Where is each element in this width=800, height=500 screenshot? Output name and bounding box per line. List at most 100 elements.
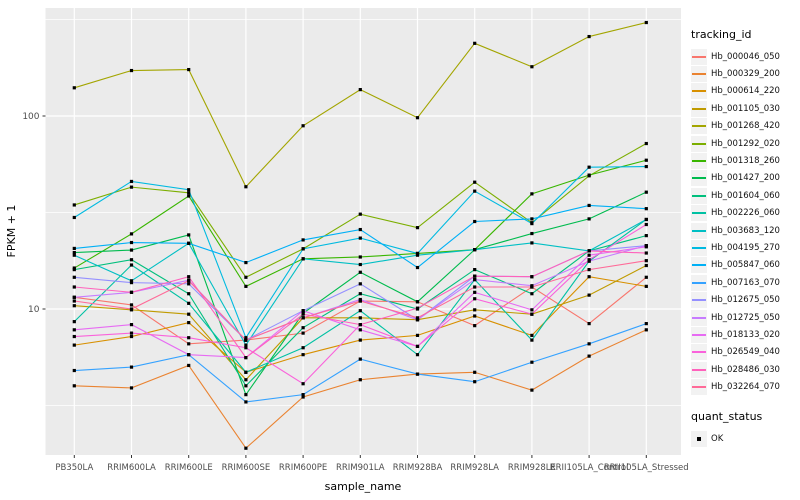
data-point: [644, 207, 648, 211]
data-point: [644, 259, 648, 263]
data-point: [473, 278, 477, 282]
legend-item: Hb_000614_220: [691, 83, 799, 100]
data-point: [187, 292, 191, 296]
y-axis-title: FPKM + 1: [5, 205, 18, 258]
legend-item: Hb_002226_060: [691, 205, 799, 222]
data-point: [587, 342, 591, 346]
data-point: [129, 68, 134, 73]
data-point: [587, 322, 591, 326]
legend-item-label: Hb_001427_200: [711, 173, 780, 184]
data-point: [358, 255, 362, 259]
data-point: [473, 180, 477, 184]
data-point: [530, 292, 534, 296]
data-point: [473, 308, 477, 312]
x-tick-label: RRIM928LE: [508, 463, 556, 473]
legend-key-swatch: [691, 100, 707, 117]
legend-items: Hb_000046_050 Hb_000329_200 Hb_000614_220 H…: [691, 48, 799, 396]
legend-key-swatch: [691, 222, 707, 239]
legend-item: Hb_007163_070: [691, 274, 799, 291]
data-point: [244, 370, 248, 374]
data-point: [187, 321, 191, 325]
data-point: [415, 300, 420, 304]
data-point: [129, 365, 134, 369]
x-tick-label: RRIM600PE: [279, 463, 327, 473]
legend-key-swatch: [691, 135, 707, 152]
data-point: [415, 353, 420, 357]
data-point: [72, 384, 76, 388]
y-tick-label: 100: [22, 112, 39, 122]
data-point: [129, 331, 134, 335]
data-point: [473, 297, 477, 301]
data-point: [129, 386, 134, 390]
legend-item: Hb_001427_200: [691, 170, 799, 187]
legend-item: Hb_004195_270: [691, 239, 799, 256]
status-legend-item: OK: [691, 430, 799, 447]
legend-line-icon: [692, 142, 706, 145]
legend-key-swatch: [691, 239, 707, 256]
legend-key-swatch: [691, 344, 707, 361]
data-point: [473, 274, 477, 278]
legend-key-swatch: [691, 118, 707, 135]
data-point: [244, 343, 248, 347]
data-point: [530, 192, 534, 196]
legend-item: Hb_012675_050: [691, 291, 799, 309]
legend-item: Hb_012725_050: [691, 309, 799, 326]
data-point: [530, 360, 534, 364]
data-point: [530, 388, 534, 392]
data-point: [644, 222, 648, 227]
data-point: [72, 285, 76, 289]
legend-item-label: Hb_000046_050: [711, 51, 780, 62]
legend-item-label: Hb_001268_420: [711, 121, 780, 132]
legend-item: Hb_000046_050: [691, 48, 799, 65]
data-point: [587, 268, 591, 272]
legend-line-icon: [692, 73, 706, 76]
legend-key-swatch: [691, 292, 707, 309]
data-point: [644, 164, 648, 169]
legend-title-quant-status: quant_status: [691, 409, 763, 423]
legend-item-label: Hb_001604_060: [711, 190, 780, 201]
data-point: [587, 217, 591, 221]
square-point-icon: [697, 436, 701, 441]
legend-item-label: Hb_002226_060: [711, 208, 780, 219]
data-point: [415, 253, 420, 257]
data-point: [644, 328, 648, 332]
legend-item: Hb_001318_260: [691, 152, 799, 170]
data-point: [72, 275, 76, 279]
data-point: [129, 303, 134, 307]
status-item-label: OK: [711, 433, 724, 444]
legend-line-icon: [692, 246, 706, 249]
data-point: [587, 165, 591, 169]
legend-key-swatch: [691, 257, 707, 274]
legend-item: Hb_001604_060: [691, 187, 799, 204]
data-point: [301, 326, 305, 330]
data-point: [530, 241, 534, 245]
data-point: [244, 384, 248, 388]
data-point: [358, 328, 362, 332]
data-point: [244, 284, 248, 288]
status-legend-items: OK: [691, 430, 799, 447]
data-point: [72, 246, 76, 251]
legend-key-swatch: [691, 205, 707, 222]
data-point: [129, 248, 134, 252]
data-point: [358, 323, 362, 327]
legend-item: Hb_001268_420: [691, 118, 799, 135]
data-point: [473, 285, 477, 289]
legend-item-label: Hb_007163_070: [711, 277, 780, 288]
data-point: [587, 354, 591, 358]
data-point: [72, 295, 76, 299]
data-point: [129, 240, 134, 245]
data-point: [129, 307, 134, 311]
data-point: [415, 251, 420, 256]
data-point: [644, 284, 648, 288]
data-point: [72, 86, 76, 90]
data-point: [187, 241, 191, 245]
legend-item-label: Hb_000329_200: [711, 69, 780, 80]
legend-item-label: Hb_004195_270: [711, 242, 780, 253]
data-point: [644, 158, 648, 162]
data-point: [587, 249, 591, 253]
legend-item-label: Hb_018133_020: [711, 329, 780, 340]
data-point: [358, 227, 362, 232]
data-point: [358, 378, 362, 382]
legend-item: Hb_032264_070: [691, 378, 799, 396]
data-point: [530, 65, 534, 69]
